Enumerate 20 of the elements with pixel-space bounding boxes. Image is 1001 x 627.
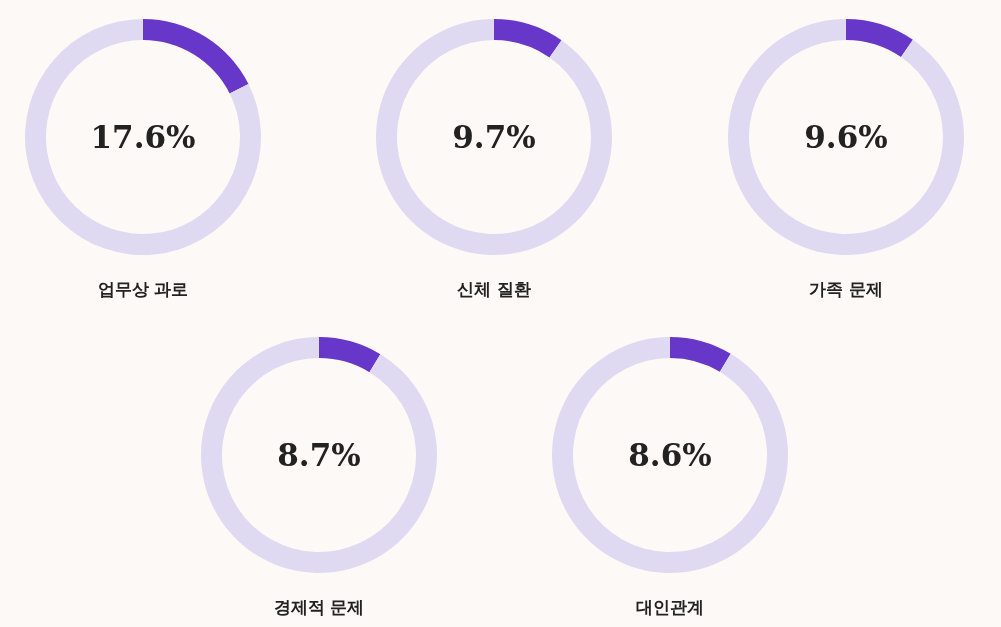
- text: 9.6%: [804, 119, 888, 155]
- text: 8.7%: [277, 437, 361, 473]
- text: 17.6%: [90, 119, 196, 155]
- text: 8.6%: [628, 437, 712, 473]
- text: 가족 문제: [809, 279, 883, 299]
- text: 대인관계: [636, 597, 704, 617]
- donut-slice: [728, 19, 964, 255]
- donut-slice: [670, 337, 731, 372]
- donut-slice: [143, 19, 249, 94]
- text: 9.7%: [452, 119, 536, 155]
- donut-slice: [494, 19, 562, 58]
- donut-slice: [846, 19, 913, 58]
- text: 경제적 문제: [273, 597, 365, 617]
- donut-slice: [319, 337, 381, 373]
- donut-slice: [201, 337, 437, 573]
- donut-slice: [552, 337, 788, 573]
- text: 업무상 과로: [97, 279, 189, 299]
- donut-slice: [25, 19, 261, 255]
- donut-slice: [376, 19, 612, 255]
- text: 신체 질환: [457, 279, 531, 299]
